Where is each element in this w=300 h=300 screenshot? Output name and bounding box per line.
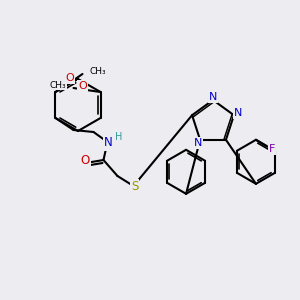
Text: O: O xyxy=(78,81,87,91)
Text: O: O xyxy=(81,154,90,167)
Text: N: N xyxy=(104,136,113,149)
Text: N: N xyxy=(194,138,202,148)
Text: N: N xyxy=(234,108,242,118)
Text: H: H xyxy=(115,132,122,142)
Text: CH₃: CH₃ xyxy=(50,80,67,89)
Text: F: F xyxy=(269,144,275,154)
Text: S: S xyxy=(131,181,138,194)
Text: N: N xyxy=(209,92,217,102)
Text: CH₃: CH₃ xyxy=(89,67,106,76)
Text: O: O xyxy=(65,73,74,83)
